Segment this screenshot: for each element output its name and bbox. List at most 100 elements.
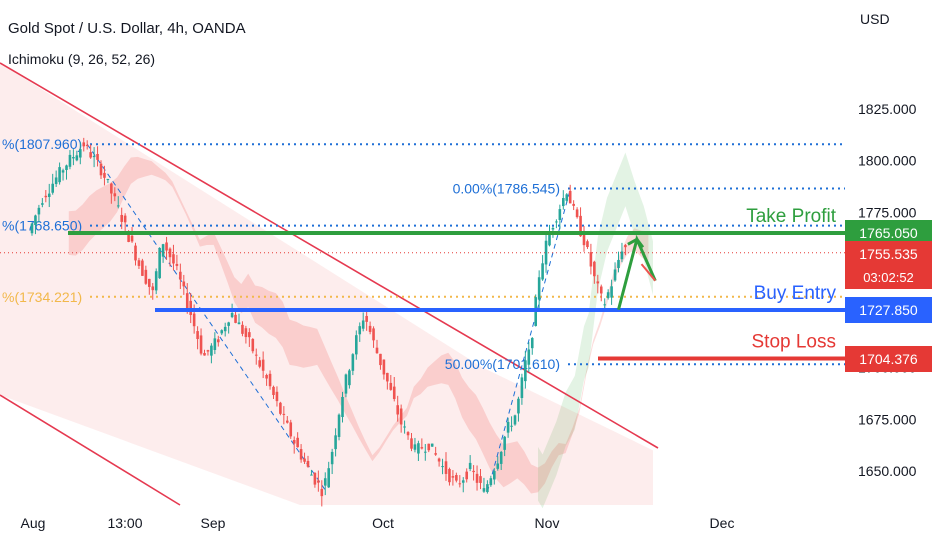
candle [348,370,351,386]
price-tick-label: 1800.000 [858,153,917,169]
candle [165,242,168,251]
candle [44,195,48,198]
candle [461,480,465,483]
candle [37,207,41,215]
candle [72,157,75,159]
buy-entry-label: Buy Entry [754,283,837,304]
current-price-tag: 1755.535 [845,240,932,267]
candle [116,205,120,207]
candle [417,443,420,454]
buy-entry-price-tag: 1727.850 [845,296,932,323]
candle [210,345,213,356]
candle [624,245,627,248]
candle [327,468,330,488]
candle [217,339,220,343]
candle [358,326,362,335]
fib-level-label: %(1768.650) [2,218,82,234]
candle [141,260,144,276]
indicator-label[interactable]: Ichimoku (9, 26, 52, 26) [8,51,156,67]
candle [482,488,486,492]
candle [434,453,437,455]
price-tick-label: 1650.000 [858,463,917,479]
candle [541,263,544,280]
candle [389,382,393,390]
candle [379,353,382,366]
candle [206,350,210,352]
candle [386,372,389,382]
candle [493,470,496,480]
channel-upper-line [0,62,659,449]
candle [410,438,413,449]
candle [548,231,551,246]
candle [382,359,386,375]
candle [313,472,317,485]
candle [479,476,482,483]
candle [572,203,575,206]
candle [172,254,175,264]
ichimoku-cloud [68,152,653,509]
candle [99,163,103,176]
candle [299,449,303,460]
cloud-area-bullish [538,152,653,509]
candle [496,463,500,469]
candle [130,235,134,242]
candle [558,209,562,220]
candle [179,271,182,280]
candle [520,377,524,399]
candle [234,314,237,323]
candle [320,488,324,497]
candle [575,209,579,218]
projection-down-leg [640,263,657,282]
time-tick-label: Nov [535,515,560,531]
candle [351,354,355,371]
candle [106,178,110,180]
candle [503,436,506,450]
descending-channel [0,62,659,506]
candle [158,248,161,279]
candle [427,443,431,451]
candle [265,375,268,379]
candle [54,177,58,185]
candle [361,320,365,329]
candle [244,328,248,338]
candle [527,349,531,365]
candle [499,451,503,464]
candle [617,259,620,268]
candle [568,190,572,204]
candle [85,144,89,146]
candle [506,421,510,433]
candle [613,269,617,281]
candle [310,474,313,476]
candle [223,326,227,332]
candle-countdown: 03:02:52 [845,266,932,289]
candle [65,165,68,171]
candle [524,360,527,382]
candle [603,304,606,306]
candle [251,338,255,352]
trade-levels: Take Profit Buy Entry Stop Loss [0,206,845,361]
candle [430,443,434,447]
stop-loss-label: Stop Loss [752,332,837,353]
candle [175,263,179,266]
candle [562,198,565,207]
time-tick-label: Aug [21,515,46,531]
candle [103,172,106,178]
candle [41,203,44,205]
candle [185,293,189,309]
candle [334,435,337,450]
candle [565,194,569,201]
candle [620,251,624,260]
candle [296,437,299,448]
candles [30,137,627,507]
candle [51,183,54,193]
candle [30,223,34,234]
candle [455,475,458,481]
candle [261,359,265,371]
candle [444,461,448,474]
candle [472,470,475,473]
candle [579,215,582,237]
candle [237,322,241,325]
projection-arrow-head [627,237,645,249]
candle [306,460,310,467]
